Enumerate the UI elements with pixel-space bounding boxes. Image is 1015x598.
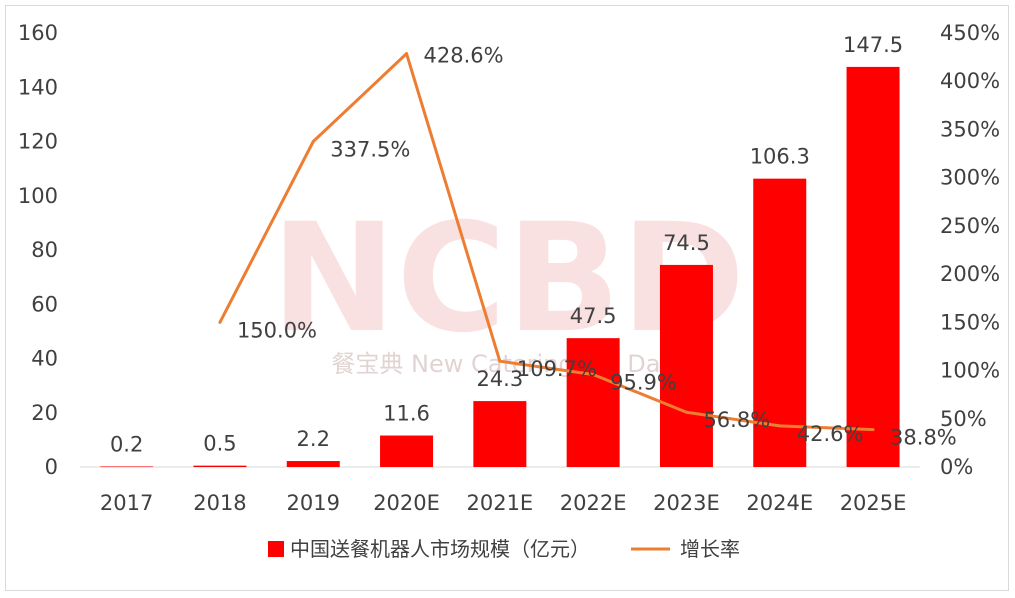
x-tick-label: 2018 xyxy=(193,491,246,515)
bar-data-labels: 0.2 0.5 2.2 11.6 24.3 47.5 74.5 106.3 147.5 xyxy=(110,33,903,457)
bar-data-label: 147.5 xyxy=(843,33,903,57)
bar-data-label: 74.5 xyxy=(663,231,710,255)
left-tick-label: 80 xyxy=(31,238,58,262)
bar-series xyxy=(100,66,900,468)
line-point-2023E xyxy=(684,410,688,414)
bar-2023E xyxy=(659,264,713,467)
bar-2024E xyxy=(753,178,807,467)
legend: 中国送餐机器人市场规模（亿元） 增长率 xyxy=(268,537,740,561)
bar-2018 xyxy=(193,465,247,467)
line-point-2024E xyxy=(778,424,782,428)
left-tick-label: 20 xyxy=(31,401,58,425)
bar-2025E xyxy=(846,66,900,467)
legend-line-label: 增长率 xyxy=(680,537,740,561)
right-tick-label: 250% xyxy=(940,214,1000,238)
line-point-2018 xyxy=(218,320,222,324)
line-data-label: 337.5% xyxy=(330,138,410,162)
bar-2020E xyxy=(380,435,434,467)
legend-bar-label: 中国送餐机器人市场规模（亿元） xyxy=(290,537,590,561)
line-point-2025E xyxy=(871,428,875,432)
legend-bar-swatch xyxy=(268,541,284,557)
x-tick-label: 2023E xyxy=(653,491,720,515)
line-data-label: 150.0% xyxy=(237,318,317,342)
bar-2021E xyxy=(473,401,527,467)
left-tick-label: 40 xyxy=(31,347,58,371)
line-data-label: 38.8% xyxy=(890,426,957,450)
right-tick-label: 350% xyxy=(940,117,1000,141)
left-tick-label: 0 xyxy=(45,455,58,479)
line-point-2020E xyxy=(405,52,409,56)
bar-2017 xyxy=(100,466,154,468)
growth-rate-line xyxy=(218,52,874,432)
x-tick-label: 2017 xyxy=(100,491,153,515)
right-tick-label: 450% xyxy=(940,21,1000,45)
x-tick-label: 2020E xyxy=(373,491,440,515)
x-tick-label: 2022E xyxy=(560,491,627,515)
line-data-labels: 150.0% 337.5% 428.6% 109.7% 95.9% 56.8% 42.6% 3… xyxy=(237,44,957,450)
left-tick-label: 100 xyxy=(18,184,58,208)
line-data-label: 95.9% xyxy=(610,371,677,395)
chart-frame xyxy=(5,5,1009,591)
bar-data-label: 0.2 xyxy=(110,432,143,456)
x-tick-label: 2019 xyxy=(287,491,340,515)
line-series xyxy=(218,52,875,432)
watermark-text: 餐宝典 New Catering Big Data xyxy=(331,350,684,378)
left-tick-label: 140 xyxy=(18,75,58,99)
x-tick-label: 2024E xyxy=(746,491,813,515)
right-tick-label: 400% xyxy=(940,69,1000,93)
line-point-2021E xyxy=(498,359,502,363)
line-point-2019 xyxy=(311,140,315,143)
line-data-label: 109.7% xyxy=(517,357,597,381)
right-tick-label: 0% xyxy=(940,455,973,479)
bar-data-label: 24.3 xyxy=(476,367,523,391)
bar-2019 xyxy=(286,461,340,467)
right-tick-label: 150% xyxy=(940,310,1000,334)
bar-data-label: 2.2 xyxy=(297,427,330,451)
bar-data-label: 0.5 xyxy=(203,432,236,456)
x-tick-label: 2025E xyxy=(840,491,907,515)
bar-data-label: 106.3 xyxy=(750,145,810,169)
line-data-label: 56.8% xyxy=(703,408,770,432)
right-axis: 0% 50% 100% 150% 200% 250% 300% 350% 400% 450% xyxy=(940,21,1000,479)
left-axis: 0 20 40 60 80 100 120 140 160 xyxy=(18,21,58,479)
bar-2022E xyxy=(566,338,620,467)
line-data-label: 428.6% xyxy=(424,44,504,68)
left-tick-label: 160 xyxy=(18,21,58,45)
right-tick-label: 200% xyxy=(940,262,1000,286)
line-point-2022E xyxy=(591,373,595,377)
bar-data-label: 11.6 xyxy=(383,402,430,426)
bar-data-label: 47.5 xyxy=(570,304,617,328)
x-tick-label: 2021E xyxy=(466,491,533,515)
right-tick-label: 100% xyxy=(940,359,1000,383)
line-data-label: 42.6% xyxy=(797,422,864,446)
right-tick-label: 300% xyxy=(940,166,1000,190)
right-tick-label: 50% xyxy=(940,407,987,431)
left-tick-label: 120 xyxy=(18,130,58,154)
x-axis: 2017 2018 2019 2020E 2021E 2022E 2023E 2024E 202… xyxy=(100,491,906,515)
left-tick-label: 60 xyxy=(31,292,58,316)
